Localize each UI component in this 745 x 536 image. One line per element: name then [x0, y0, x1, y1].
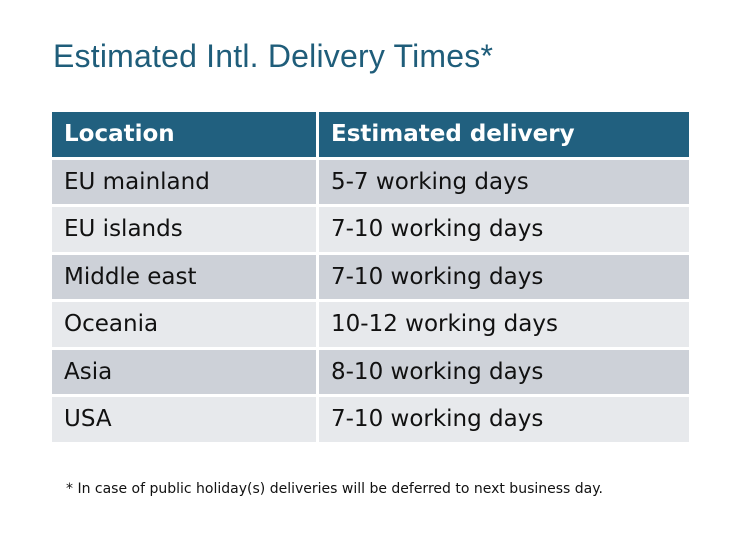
- table-header-row: Location Estimated delivery: [52, 112, 689, 157]
- delivery-cell: 7-10 working days: [319, 254, 689, 299]
- delivery-cell: 5-7 working days: [319, 159, 689, 204]
- table-row: EU islands 7-10 working days: [52, 207, 689, 252]
- delivery-cell: 10-12 working days: [319, 302, 689, 347]
- table-row: USA 7-10 working days: [52, 397, 689, 442]
- delivery-cell: 8-10 working days: [319, 349, 689, 394]
- delivery-cell: 7-10 working days: [319, 397, 689, 442]
- column-header-location: Location: [52, 112, 316, 157]
- location-cell: Asia: [52, 349, 316, 394]
- location-cell: USA: [52, 397, 316, 442]
- delivery-cell: 7-10 working days: [319, 207, 689, 252]
- location-cell: Oceania: [52, 302, 316, 347]
- location-cell: Middle east: [52, 254, 316, 299]
- footnote: * In case of public holiday(s) deliverie…: [66, 481, 603, 497]
- location-cell: EU mainland: [52, 159, 316, 204]
- delivery-times-table: Location Estimated delivery EU mainland …: [49, 109, 692, 445]
- table-row: Middle east 7-10 working days: [52, 254, 689, 299]
- column-header-estimated-delivery: Estimated delivery: [319, 112, 689, 157]
- location-cell: EU islands: [52, 207, 316, 252]
- table-row: Asia 8-10 working days: [52, 349, 689, 394]
- table-row: Oceania 10-12 working days: [52, 302, 689, 347]
- page-title: Estimated Intl. Delivery Times*: [53, 38, 494, 74]
- table-row: EU mainland 5-7 working days: [52, 159, 689, 204]
